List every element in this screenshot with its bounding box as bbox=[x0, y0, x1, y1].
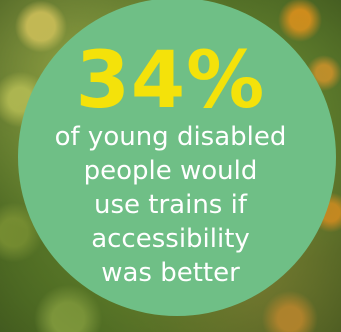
statistic-caption: of young disabled people would use train… bbox=[0, 120, 341, 290]
caption-line: use trains if bbox=[94, 190, 247, 220]
caption-line: people would bbox=[83, 156, 258, 186]
statistic-value: 34% bbox=[75, 36, 266, 126]
caption-line: was better bbox=[101, 258, 240, 288]
caption-line: accessibility bbox=[91, 224, 250, 254]
caption-line: of young disabled bbox=[54, 122, 287, 152]
statistic-circle bbox=[18, 0, 336, 316]
